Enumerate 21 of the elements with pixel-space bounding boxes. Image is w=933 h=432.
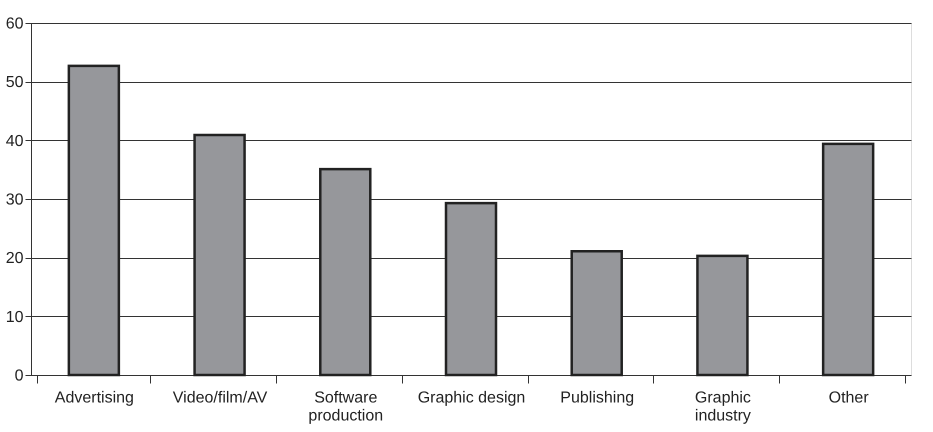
x-tick-label: Graphic design [418, 390, 526, 406]
bar [696, 254, 749, 376]
x-tick-label: Other [828, 390, 870, 406]
x-tick-label: Software production [308, 390, 384, 424]
bar [68, 64, 120, 376]
y-tick-label: 20 [6, 250, 24, 268]
y-tick-label: 50 [6, 74, 24, 92]
y-tick-label: 30 [6, 192, 24, 208]
bar [319, 168, 372, 376]
y-tick-label: 0 [14, 368, 24, 384]
bar [822, 142, 874, 376]
bar [444, 202, 498, 376]
y-tick-label: 40 [6, 132, 24, 150]
y-tick-label: 10 [6, 308, 24, 326]
x-tick-label: Publishing [560, 390, 634, 406]
x-tick-label: Video/film/AV [172, 390, 268, 406]
bar [193, 134, 246, 376]
x-tick-label: Graphic industry [694, 390, 751, 424]
x-tick-label: Advertising [54, 390, 134, 406]
bar [570, 250, 623, 376]
y-tick-label: 60 [6, 16, 24, 32]
